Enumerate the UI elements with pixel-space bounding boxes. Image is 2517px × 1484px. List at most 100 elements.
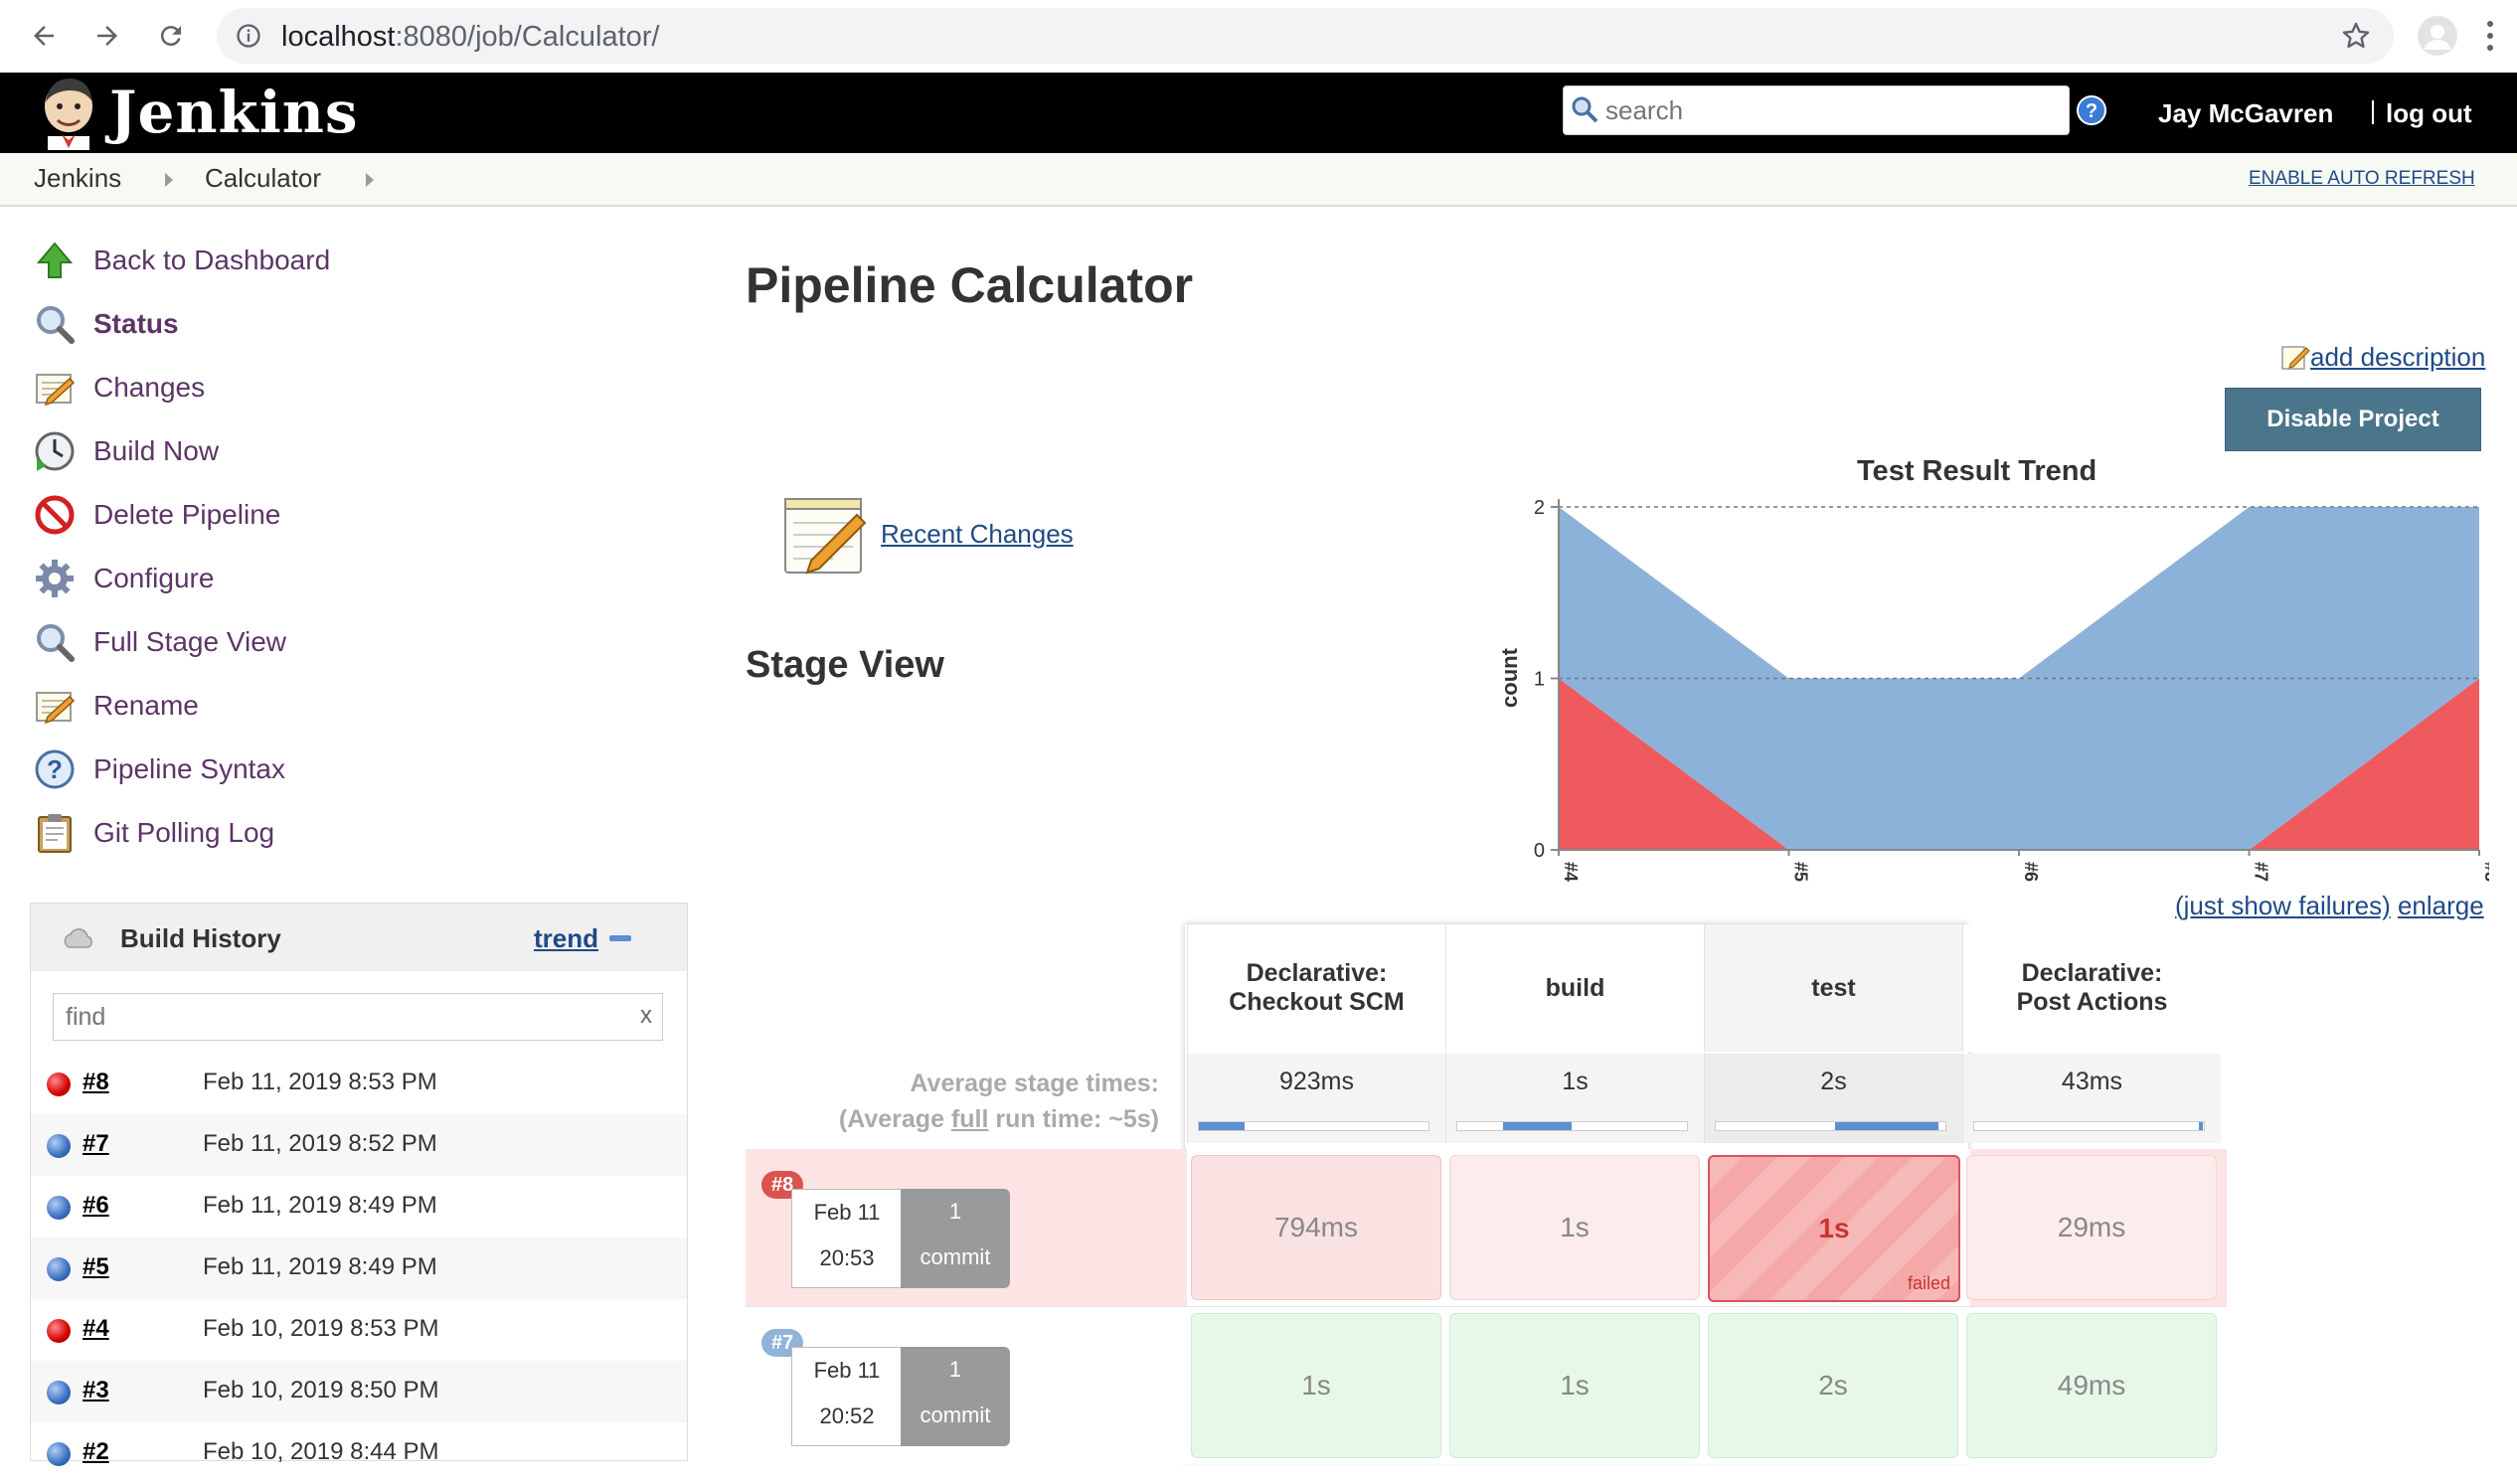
breadcrumb-chevron-icon[interactable]	[165, 173, 173, 187]
build-date-link[interactable]: Feb 11, 2019 8:52 PM	[203, 1130, 437, 1157]
profile-avatar-icon[interactable]	[2418, 16, 2457, 56]
breadcrumb-calculator[interactable]: Calculator	[205, 163, 322, 193]
build-number-link[interactable]: #4	[83, 1315, 109, 1342]
y-tick-label: 1	[1534, 669, 1545, 691]
browser-toolbar: localhost:8080/job/Calculator/	[0, 0, 2517, 74]
bookmark-star-icon[interactable]	[2340, 20, 2372, 57]
build-number-link[interactable]: #7	[83, 1130, 109, 1157]
address-bar[interactable]: localhost:8080/job/Calculator/	[217, 8, 2394, 64]
magnifier-icon	[32, 301, 78, 347]
info-icon[interactable]	[235, 22, 262, 55]
stage-cell-post-actions[interactable]: 29ms	[1966, 1155, 2217, 1300]
edit-notepad-icon[interactable]	[2280, 342, 2310, 377]
build-find-input[interactable]	[64, 1000, 624, 1034]
test-result-trend-chart[interactable]: count 0 1 2 #4 #5 #6 #7 #8	[1485, 487, 2489, 885]
stage-header-build: build	[1445, 924, 1704, 1052]
stage-cell-build[interactable]: 1s	[1449, 1313, 1700, 1458]
failed-tag: failed	[1907, 1273, 1950, 1293]
user-name-link[interactable]: Jay McGavren	[2158, 98, 2334, 128]
build-number-link[interactable]: #3	[83, 1377, 109, 1403]
back-arrow-icon[interactable]	[20, 12, 68, 60]
build-number-link[interactable]: #6	[83, 1192, 109, 1219]
build-number-link[interactable]: #2	[83, 1438, 109, 1465]
build-number-link[interactable]: #5	[83, 1253, 109, 1280]
breadcrumb-jenkins[interactable]: Jenkins	[34, 163, 122, 193]
sidebar-item-pipeline-syntax[interactable]: ? Pipeline Syntax	[32, 742, 285, 797]
clear-find-icon[interactable]: x	[640, 1002, 652, 1029]
build-date-link[interactable]: Feb 10, 2019 8:53 PM	[203, 1315, 439, 1342]
forward-arrow-icon[interactable]	[84, 12, 131, 60]
run-badge-failed[interactable]: #8	[761, 1171, 804, 1199]
build-date-link[interactable]: Feb 11, 2019 8:53 PM	[203, 1069, 437, 1095]
build-row[interactable]: #7 Feb 11, 2019 8:52 PM	[31, 1114, 687, 1176]
disable-project-button[interactable]: Disable Project	[2225, 388, 2481, 451]
stage-view-table: Declarative: Checkout SCM build test Decl…	[746, 924, 2227, 1464]
sidebar-item-rename[interactable]: Rename	[32, 678, 199, 734]
sidebar-item-git-polling-log[interactable]: Git Polling Log	[32, 805, 274, 861]
build-row[interactable]: #4 Feb 10, 2019 8:53 PM	[31, 1299, 687, 1361]
stage-average-build: 1s	[1445, 1054, 1704, 1143]
jenkins-logo-text[interactable]: Jenkins	[109, 79, 359, 146]
just-show-failures-link[interactable]: (just show failures)	[2175, 891, 2391, 920]
build-row[interactable]: #6 Feb 11, 2019 8:49 PM	[31, 1176, 687, 1237]
full-run-time-link[interactable]: full	[950, 1105, 989, 1133]
build-history-panel: Build History trend x #8 Feb 11, 2019 8:…	[30, 903, 688, 1466]
sidebar-item-build-now[interactable]: Build Now	[32, 423, 219, 479]
sidebar-item-configure[interactable]: Configure	[32, 551, 214, 606]
breadcrumb-chevron-icon[interactable]	[366, 173, 374, 187]
x-tick-label: #7	[2252, 862, 2271, 882]
stage-cell-checkout-scm[interactable]: 794ms	[1191, 1155, 1441, 1300]
build-number-link[interactable]: #8	[83, 1069, 109, 1095]
recent-changes-notepad-icon[interactable]	[781, 489, 869, 581]
build-status-red-ball-icon	[47, 1319, 71, 1343]
x-tick-label: #4	[1561, 862, 1581, 882]
sidebar-item-changes[interactable]: Changes	[32, 360, 205, 415]
enable-auto-refresh-link[interactable]: ENABLE AUTO REFRESH	[2249, 168, 2475, 189]
build-status-blue-ball-icon	[47, 1196, 71, 1220]
notepad-icon	[32, 365, 78, 411]
sidebar-item-delete-pipeline[interactable]: Delete Pipeline	[32, 487, 280, 543]
build-date-link[interactable]: Feb 10, 2019 8:44 PM	[203, 1438, 439, 1465]
stage-cell-checkout-scm[interactable]: 1s	[1191, 1313, 1441, 1458]
logout-link[interactable]: log out	[2386, 98, 2472, 128]
sidebar-item-full-stage-view[interactable]: Full Stage View	[32, 614, 286, 670]
run-commit-count[interactable]: 1 commit	[901, 1347, 1010, 1446]
stage-average-post-actions: 43ms	[1962, 1054, 2221, 1143]
recent-changes-link[interactable]: Recent Changes	[881, 519, 1074, 549]
collapse-minus-icon[interactable]	[609, 935, 631, 941]
notepad-icon	[32, 683, 78, 729]
cloud-weather-icon	[61, 923, 98, 956]
clipboard-icon	[32, 810, 78, 856]
enlarge-link[interactable]: enlarge	[2397, 891, 2484, 920]
run-commit-count[interactable]: 1 commit	[901, 1189, 1010, 1288]
build-row[interactable]: #5 Feb 11, 2019 8:49 PM	[31, 1237, 687, 1299]
jenkins-butler-logo-icon[interactable]	[36, 77, 101, 155]
search-box[interactable]	[1563, 85, 2070, 135]
browser-menu-icon[interactable]	[2485, 18, 2495, 59]
jenkins-header: Jenkins ? Jay McGavren log out	[0, 73, 2517, 153]
average-stage-times-label: Average stage times: (Average full run t…	[838, 1070, 1159, 1133]
build-row[interactable]: #2 Feb 10, 2019 8:44 PM	[31, 1422, 687, 1484]
stage-cell-build[interactable]: 1s	[1449, 1155, 1700, 1300]
stage-average-bar	[1973, 1121, 2205, 1131]
build-date-link[interactable]: Feb 10, 2019 8:50 PM	[203, 1377, 439, 1403]
build-find-box[interactable]: x	[53, 993, 663, 1041]
stage-run-row-8: #8 Feb 11 20:53 1 commit 794ms 1s 1s failed…	[746, 1149, 2227, 1306]
reload-icon[interactable]	[147, 12, 195, 60]
build-date-link[interactable]: Feb 11, 2019 8:49 PM	[203, 1192, 437, 1219]
build-date-link[interactable]: Feb 11, 2019 8:49 PM	[203, 1253, 437, 1280]
run-info-card[interactable]: Feb 11 20:53 1 commit	[791, 1189, 1010, 1288]
sidebar-item-status[interactable]: Status	[32, 296, 179, 352]
trend-link[interactable]: trend	[534, 923, 598, 953]
stage-cell-test[interactable]: 2s	[1708, 1313, 1958, 1458]
run-info-card[interactable]: Feb 11 20:52 1 commit	[791, 1347, 1010, 1446]
build-row[interactable]: #3 Feb 10, 2019 8:50 PM	[31, 1361, 687, 1422]
help-icon[interactable]: ?	[2076, 94, 2107, 131]
stage-cell-test-failed[interactable]: 1s failed	[1708, 1155, 1960, 1302]
add-description-link[interactable]: add description	[2310, 342, 2486, 372]
build-history-header: Build History trend	[31, 904, 687, 971]
stage-cell-post-actions[interactable]: 49ms	[1966, 1313, 2217, 1458]
sidebar-item-back-to-dashboard[interactable]: Back to Dashboard	[32, 233, 330, 288]
search-input[interactable]	[1603, 92, 2065, 128]
build-row[interactable]: #8 Feb 11, 2019 8:53 PM	[31, 1053, 687, 1114]
